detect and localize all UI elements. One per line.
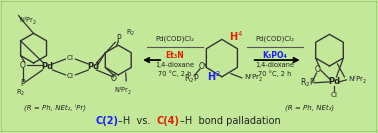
Text: N$^i$Pr$_2$: N$^i$Pr$_2$: [244, 72, 263, 84]
Text: R$_2$: R$_2$: [126, 28, 135, 38]
Text: Cl: Cl: [67, 55, 74, 61]
Text: Cl: Cl: [67, 73, 74, 79]
Text: Pd(COD)Cl₂: Pd(COD)Cl₂: [255, 35, 294, 41]
Text: R$_2$P: R$_2$P: [300, 77, 315, 89]
Text: O: O: [20, 61, 26, 70]
Text: Pd(COD)Cl₂: Pd(COD)Cl₂: [156, 35, 195, 41]
Text: Et₃N: Et₃N: [166, 51, 184, 60]
Text: H$^4$: H$^4$: [229, 29, 243, 43]
Text: C(2): C(2): [95, 116, 118, 126]
Text: Pd: Pd: [87, 63, 99, 72]
Text: 70 °C, 2 h: 70 °C, 2 h: [158, 71, 192, 77]
Text: O: O: [314, 65, 321, 74]
Text: O: O: [199, 61, 205, 70]
Text: K₃PO₄: K₃PO₄: [262, 51, 287, 60]
Text: (R = Ph, NEt₂): (R = Ph, NEt₂): [285, 104, 334, 111]
Text: R$_2$: R$_2$: [16, 88, 25, 98]
Text: N$^i$Pr$_2$: N$^i$Pr$_2$: [114, 85, 132, 97]
Text: C(4): C(4): [157, 116, 180, 126]
Text: N$^i$Pr$_2$: N$^i$Pr$_2$: [19, 14, 36, 27]
Text: (R = Ph, NEt₂, ⁱPr): (R = Ph, NEt₂, ⁱPr): [25, 104, 87, 111]
Text: –H  bond palladation: –H bond palladation: [180, 116, 280, 126]
Text: Pd: Pd: [42, 63, 54, 72]
Text: –H  vs.: –H vs.: [118, 116, 157, 126]
Text: Cl: Cl: [331, 92, 338, 98]
Text: P: P: [20, 79, 25, 88]
Text: Pd: Pd: [328, 77, 341, 86]
Text: R$_2$P: R$_2$P: [184, 73, 200, 85]
Text: 1,4-dioxane: 1,4-dioxane: [255, 62, 294, 68]
Text: 1,4-dioxane: 1,4-dioxane: [155, 62, 195, 68]
Text: H$^2$: H$^2$: [207, 69, 221, 83]
Text: O: O: [110, 74, 116, 83]
Text: N$^i$Pr$_2$: N$^i$Pr$_2$: [349, 74, 367, 86]
Text: P: P: [116, 34, 121, 43]
Text: 70 °C, 2 h: 70 °C, 2 h: [258, 71, 291, 77]
